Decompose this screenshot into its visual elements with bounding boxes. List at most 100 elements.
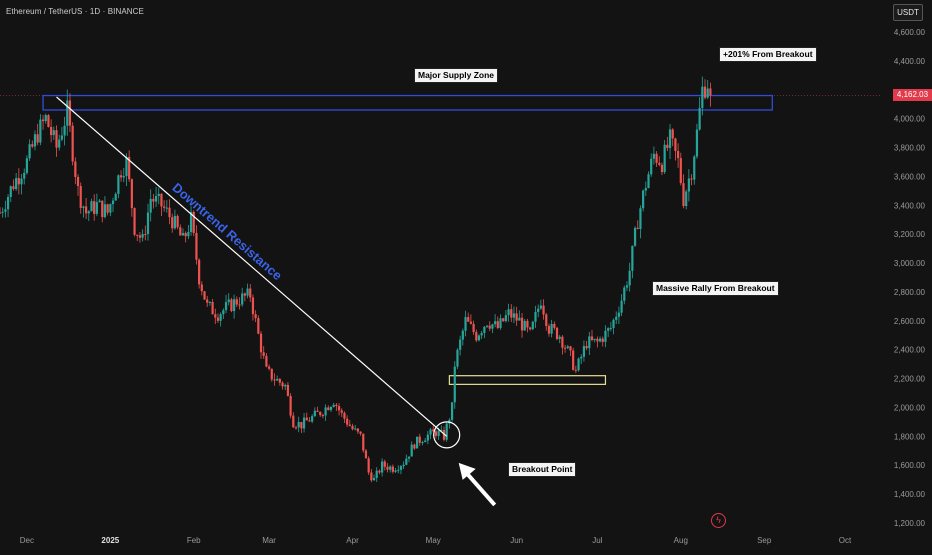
candle-body bbox=[636, 227, 639, 229]
candle-body bbox=[106, 204, 109, 213]
candle-body bbox=[504, 315, 507, 322]
candle-body bbox=[604, 330, 607, 342]
candle-body bbox=[211, 301, 214, 315]
candle-body bbox=[208, 301, 211, 303]
candle-body bbox=[125, 156, 128, 177]
candle-body bbox=[631, 245, 634, 271]
candle-body bbox=[407, 456, 411, 459]
candle-body bbox=[160, 193, 163, 207]
candle-body bbox=[346, 418, 349, 425]
candle-body bbox=[450, 402, 454, 420]
candle-body bbox=[698, 108, 701, 130]
candle-body bbox=[95, 202, 98, 214]
candle-body bbox=[9, 186, 12, 197]
candle-body bbox=[674, 138, 677, 151]
candle-body bbox=[413, 444, 416, 449]
candle-body bbox=[386, 466, 389, 470]
candle-body bbox=[574, 369, 577, 371]
supply-zone-label: Major Supply Zone bbox=[414, 68, 499, 83]
candle-body bbox=[254, 314, 257, 319]
quote-currency-button[interactable]: USDT bbox=[893, 4, 923, 21]
candle-body bbox=[391, 466, 394, 472]
breakout-label: Breakout Point bbox=[508, 462, 577, 477]
candle-body bbox=[52, 130, 55, 136]
candle-body bbox=[93, 201, 96, 214]
candle-body bbox=[58, 139, 61, 148]
candle-body bbox=[598, 338, 602, 342]
candle-body bbox=[278, 378, 281, 383]
last-price-tag: 4,162.03 bbox=[893, 89, 932, 101]
candle-body bbox=[529, 327, 532, 330]
candle-body bbox=[372, 477, 376, 481]
candle-body bbox=[453, 366, 456, 403]
candle-body bbox=[655, 153, 658, 163]
candle-body bbox=[553, 323, 556, 328]
y-tick-label: 3,200.00 bbox=[894, 230, 926, 239]
candle-body bbox=[74, 161, 77, 177]
candle-body bbox=[623, 287, 626, 301]
gain-label: +201% From Breakout bbox=[719, 47, 817, 62]
candle-body bbox=[192, 211, 195, 233]
candle-body bbox=[329, 406, 333, 411]
candle-body bbox=[633, 227, 637, 246]
candle-body bbox=[76, 176, 80, 187]
candle-body bbox=[12, 186, 15, 190]
candle-body bbox=[168, 207, 171, 218]
rally-label: Massive Rally From Breakout bbox=[652, 281, 779, 296]
candle-body bbox=[596, 338, 599, 342]
candle-body bbox=[251, 297, 255, 315]
candle-body bbox=[394, 470, 397, 472]
candle-body bbox=[20, 178, 23, 185]
candle-body bbox=[103, 204, 107, 218]
candle-body bbox=[114, 193, 117, 201]
candle-body bbox=[222, 310, 225, 315]
candle-body bbox=[375, 470, 378, 478]
candle-body bbox=[289, 395, 292, 416]
candle-body bbox=[171, 217, 174, 229]
candle-body bbox=[397, 469, 400, 471]
candle-body bbox=[146, 212, 150, 235]
candle-body bbox=[496, 321, 499, 329]
candle-body bbox=[216, 317, 220, 321]
x-tick-label: May bbox=[426, 536, 441, 545]
lightning-bolt-icon[interactable]: ϟ bbox=[711, 513, 726, 528]
candle-body bbox=[639, 208, 642, 229]
candle-body bbox=[200, 284, 203, 292]
candle-body bbox=[558, 336, 561, 339]
candle-body bbox=[685, 191, 688, 207]
candle-body bbox=[666, 144, 669, 149]
candle-body bbox=[663, 144, 666, 173]
candle-body bbox=[539, 305, 542, 309]
candle-body bbox=[459, 339, 462, 350]
candle-body bbox=[23, 172, 26, 179]
candle-body bbox=[337, 406, 341, 411]
candle-body bbox=[300, 421, 303, 429]
candle-body bbox=[445, 423, 448, 440]
candle-body bbox=[682, 183, 685, 207]
candle-body bbox=[165, 207, 168, 209]
supply-zone-box bbox=[42, 94, 773, 111]
candle-body bbox=[17, 178, 20, 185]
y-tick-label: 4,000.00 bbox=[894, 115, 926, 124]
candle-body bbox=[566, 346, 569, 349]
candle-body bbox=[507, 309, 510, 316]
candle-body bbox=[60, 135, 63, 140]
candle-body bbox=[660, 164, 664, 173]
candle-body bbox=[434, 431, 438, 436]
candle-body bbox=[494, 321, 497, 325]
candle-body bbox=[561, 336, 564, 348]
candle-body bbox=[327, 407, 330, 411]
candle-body bbox=[348, 424, 351, 426]
candle-body bbox=[415, 436, 419, 449]
candle-body bbox=[55, 130, 58, 148]
candle-body bbox=[426, 434, 429, 441]
candle-body bbox=[265, 355, 268, 367]
candle-body bbox=[203, 291, 206, 300]
candle-body bbox=[195, 232, 198, 260]
candle-body bbox=[286, 384, 290, 396]
candle-body bbox=[181, 233, 185, 236]
candle-body bbox=[542, 305, 545, 315]
candle-body bbox=[563, 347, 567, 349]
